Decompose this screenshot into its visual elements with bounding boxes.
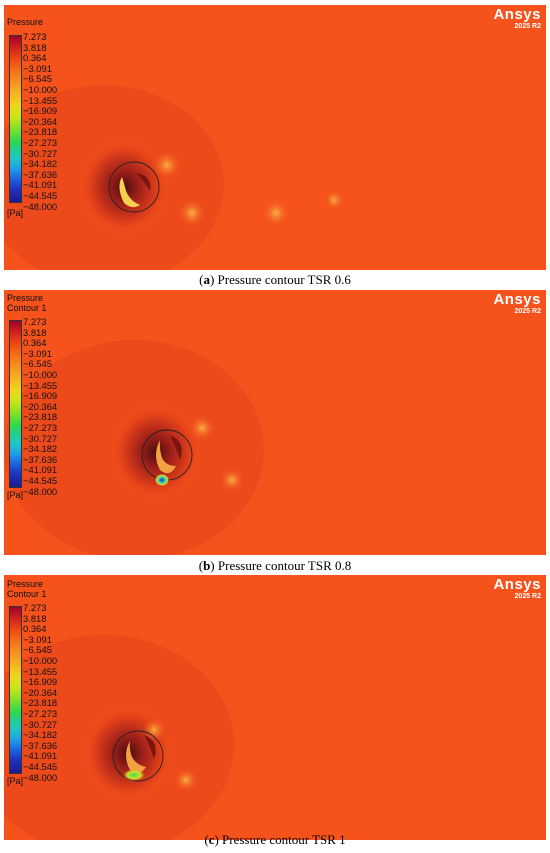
colorbar xyxy=(9,35,22,203)
legend-unit: [Pa] xyxy=(7,490,24,500)
caption-b: (b) Pressure contour TSR 0.8 xyxy=(198,558,352,573)
ansys-logo: Ansys 2025 R2 xyxy=(493,6,541,31)
pressure-field-a xyxy=(4,5,546,270)
ansys-logo: Ansys 2025 R2 xyxy=(493,291,541,316)
legend-ticks: 7.273 3.818 0.364 −3.091 −6.545 −10.000 −13.… xyxy=(23,316,58,497)
contour-panel-c: Pressure Contour 1 7.273 3.818 0.364 −3.091… xyxy=(4,575,546,840)
blade-c-2 xyxy=(144,735,156,759)
legend-unit: [Pa] xyxy=(7,208,24,218)
legend-ticks: 7.273 3.818 0.364 −3.091 −6.545 −10.000 −13.… xyxy=(23,602,58,783)
rotor-domain-circle-a xyxy=(108,161,160,213)
contour-panel-b: Pressure Contour 1 7.273 3.818 0.364 −3.091… xyxy=(4,290,546,555)
pressure-field-b xyxy=(4,290,546,555)
ansys-logo: Ansys 2025 R2 xyxy=(493,576,541,601)
pressure-field-c xyxy=(4,575,546,840)
legend-title: Pressure Contour 1 xyxy=(7,293,47,313)
blade-a-2 xyxy=(136,173,151,191)
caption-c: (c) Pressure contour TSR 1 xyxy=(204,832,346,847)
rotor-domain-circle-c xyxy=(112,730,164,782)
legend-ticks: 7.273 3.818 0.364 −3.091 −6.545 −10.000 −13.… xyxy=(23,31,58,212)
caption-a: (a) Pressure contour TSR 0.6 xyxy=(199,272,351,287)
colorbar xyxy=(9,320,22,488)
blade-b xyxy=(156,440,176,474)
blade-b-2 xyxy=(170,436,182,460)
suction-spot-c xyxy=(123,769,145,781)
legend-title: Pressure Contour 1 xyxy=(7,579,47,599)
suction-spot-b xyxy=(155,474,169,486)
legend-unit: [Pa] xyxy=(7,776,24,786)
blade-c xyxy=(126,741,146,773)
legend-title: Pressure xyxy=(7,17,44,27)
blade-a xyxy=(119,177,140,208)
contour-panel-a: Pressure 7.273 3.818 0.364 −3.091 −6.545 −10… xyxy=(4,5,546,270)
colorbar xyxy=(9,606,22,774)
